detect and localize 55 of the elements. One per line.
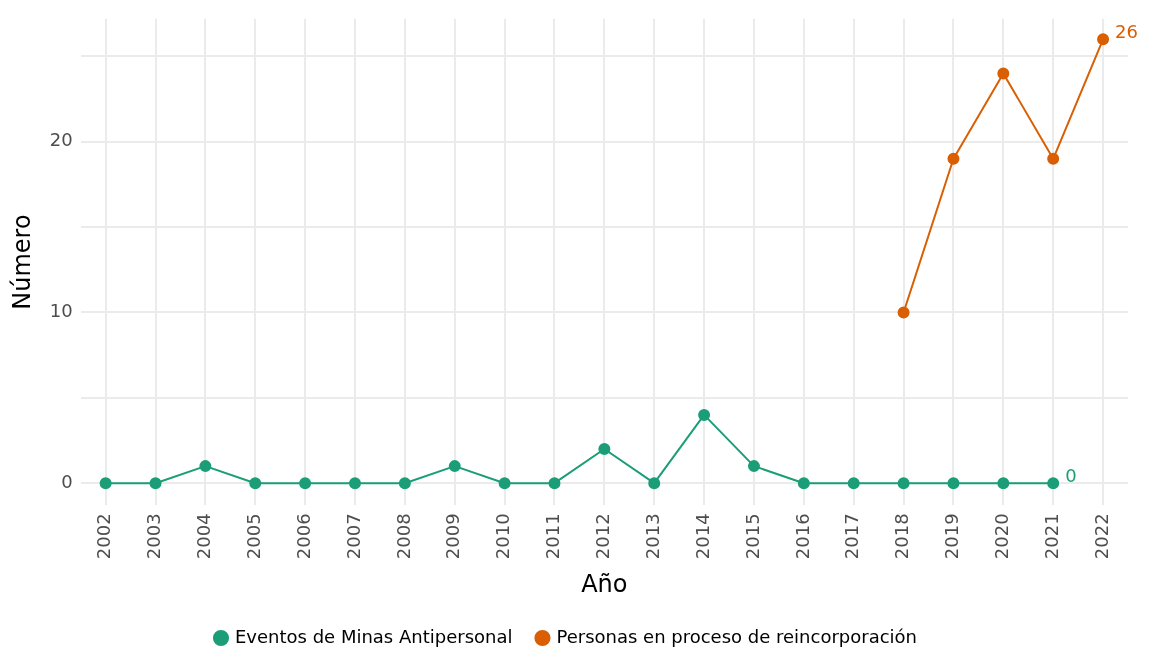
x-tick-label: 2004 — [193, 513, 215, 560]
point — [897, 477, 910, 490]
x-tick-label: 2022 — [1090, 513, 1112, 560]
point — [997, 477, 1010, 490]
point — [997, 67, 1010, 80]
point — [648, 477, 661, 490]
x-tick-label: 2009 — [442, 513, 464, 560]
point — [149, 477, 162, 490]
legend-label: Eventos de Minas Antipersonal — [234, 625, 513, 647]
y-tick-label: 0 — [61, 470, 73, 492]
x-tick-label: 2007 — [342, 513, 364, 560]
x-tick-label: 2016 — [791, 513, 813, 560]
x-tick-label: 2012 — [592, 513, 614, 560]
x-tick-label: 2017 — [841, 513, 863, 560]
point — [498, 477, 511, 490]
legend-label: Personas en proceso de reincorporación — [556, 625, 918, 647]
point — [1047, 477, 1060, 490]
x-tick-label: 2021 — [1040, 513, 1062, 560]
x-tick-label: 2019 — [941, 513, 963, 560]
x-tick-label: 2010 — [492, 513, 514, 560]
point — [398, 477, 411, 490]
point — [199, 460, 212, 473]
point — [249, 477, 262, 490]
point — [847, 477, 860, 490]
point — [299, 477, 312, 490]
x-tick-label: 2002 — [93, 513, 115, 560]
y-tick-label: 20 — [49, 129, 73, 151]
x-tick-label: 2020 — [990, 513, 1012, 560]
x-axis-title: Año — [581, 569, 628, 598]
point — [548, 477, 561, 490]
point — [797, 477, 810, 490]
y-tick-label: 10 — [49, 300, 73, 322]
point — [947, 477, 960, 490]
x-tick-label: 2003 — [143, 513, 165, 560]
x-tick-label: 2008 — [392, 513, 414, 560]
point — [1097, 33, 1110, 46]
data-label: 26 — [1115, 20, 1138, 42]
y-axis-title: Número — [7, 214, 36, 310]
x-tick-label: 2005 — [242, 513, 264, 560]
point — [947, 152, 960, 165]
x-tick-label: 2013 — [641, 513, 663, 560]
x-tick-label: 2006 — [292, 513, 314, 560]
x-tick-label: 2015 — [741, 513, 763, 560]
x-tick-label: 2018 — [891, 513, 913, 560]
point — [99, 477, 112, 490]
point — [1047, 152, 1060, 165]
point — [747, 460, 760, 473]
data-label: 0 — [1065, 464, 1077, 486]
point — [448, 460, 461, 473]
point — [897, 306, 910, 319]
point — [349, 477, 361, 490]
x-tick-label: 2011 — [542, 513, 564, 560]
x-tick-label: 2014 — [691, 513, 713, 560]
point — [698, 408, 711, 421]
point — [598, 443, 611, 456]
